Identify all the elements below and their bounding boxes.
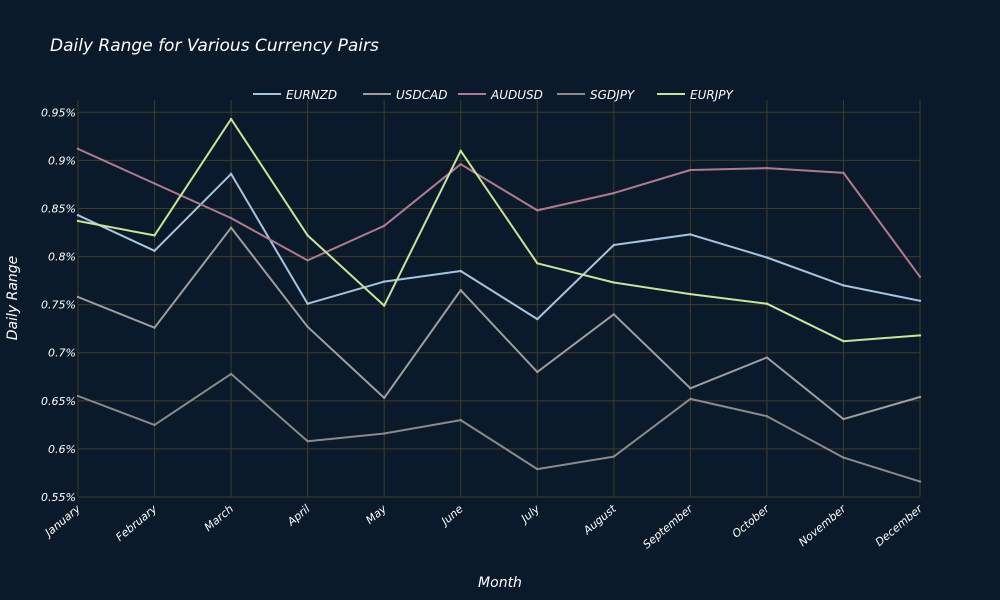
data-point-eurnzd[interactable] [153,249,156,252]
legend[interactable]: EURNZD USDCAD AUDUSD SGDJPY EURJPY [253,88,734,102]
data-point-eurnzd[interactable] [765,256,769,259]
legend-item-sgdjpy[interactable]: SGDJPY [557,88,636,102]
y-axis-ticks: 0.55% 0.6% 0.65% 0.7% 0.75% 0.8% 0.85% 0.9% 0.95… [41,106,76,504]
legend-item-eurjpy[interactable]: EURJPY [657,88,734,102]
data-point-sgdjpy[interactable] [459,418,462,422]
data-point-sgdjpy[interactable] [689,397,692,401]
legend-item-eurnzd[interactable]: EURNZD [253,88,337,102]
y-tick-label: 0.65% [41,395,76,408]
data-point-sgdjpy[interactable] [153,423,156,427]
legend-label: AUDUSD [490,88,543,102]
data-point-usdcad[interactable] [918,395,922,399]
y-tick-label: 0.9% [48,154,76,167]
data-point-eurnzd[interactable] [306,302,309,305]
legend-item-audusd[interactable]: AUDUSD [458,88,543,102]
data-point-sgdjpy[interactable] [765,415,769,418]
data-point-eurnzd[interactable] [842,284,845,287]
data-point-eurnzd[interactable] [229,172,233,176]
data-point-eurjpy[interactable] [842,340,845,343]
data-point-eurnzd[interactable] [612,243,616,247]
data-point-eurjpy[interactable] [765,302,769,305]
data-point-sgdjpy[interactable] [382,432,386,435]
data-point-audusd[interactable] [842,171,845,175]
data-point-usdcad[interactable] [382,396,386,400]
y-tick-label: 0.6% [48,443,76,456]
data-point-eurjpy[interactable] [76,219,80,223]
data-point-eurjpy[interactable] [306,234,309,237]
data-point-audusd[interactable] [306,259,309,262]
legend-item-usdcad[interactable]: USDCAD [363,88,447,102]
data-point-eurnzd[interactable] [382,280,386,283]
data-point-eurjpy[interactable] [153,234,156,237]
data-point-audusd[interactable] [153,182,156,185]
legend-label: EURNZD [286,88,337,102]
data-point-usdcad[interactable] [153,326,156,329]
y-tick-label: 0.8% [48,251,76,264]
data-point-eurnzd[interactable] [536,317,539,321]
data-point-sgdjpy[interactable] [76,394,80,398]
data-point-audusd[interactable] [76,147,80,151]
data-point-sgdjpy[interactable] [306,440,309,443]
data-point-usdcad[interactable] [229,226,233,229]
data-point-usdcad[interactable] [459,289,462,292]
data-point-sgdjpy[interactable] [918,480,922,483]
x-axis-title: Month [478,575,522,591]
data-point-audusd[interactable] [459,163,462,166]
y-axis-title: Daily Range [5,256,21,341]
data-point-audusd[interactable] [689,168,692,172]
legend-label: EURJPY [690,88,734,102]
series-lines[interactable] [76,117,922,483]
series-line-sgdjpy[interactable] [77,372,921,483]
data-point-usdcad[interactable] [689,387,692,390]
data-point-audusd[interactable] [918,275,922,278]
series-line-usdcad[interactable] [77,226,921,421]
data-point-eurjpy[interactable] [612,281,616,284]
data-point-sgdjpy[interactable] [612,455,616,458]
data-point-eurjpy[interactable] [536,262,539,265]
data-point-eurnzd[interactable] [76,214,80,217]
data-point-usdcad[interactable] [76,295,80,299]
series-line-eurjpy[interactable] [77,118,921,343]
y-tick-label: 0.55% [41,491,76,504]
series-line-audusd[interactable] [77,147,921,278]
data-point-audusd[interactable] [382,224,386,227]
data-point-sgdjpy[interactable] [229,372,233,376]
chart-title: Daily Range for Various Currency Pairs [50,36,379,56]
data-point-usdcad[interactable] [842,417,845,421]
y-tick-label: 0.75% [41,299,76,312]
data-point-eurjpy[interactable] [382,304,386,307]
data-point-sgdjpy[interactable] [536,467,539,471]
data-point-usdcad[interactable] [612,313,616,316]
data-point-audusd[interactable] [536,209,539,212]
y-tick-label: 0.95% [41,106,76,119]
y-tick-label: 0.7% [48,347,76,360]
data-point-usdcad[interactable] [306,325,309,328]
data-point-eurjpy[interactable] [689,292,692,296]
legend-label: SGDJPY [590,88,636,102]
x-gridlines [77,100,921,497]
data-point-audusd[interactable] [612,191,616,195]
data-point-usdcad[interactable] [765,356,769,359]
data-point-audusd[interactable] [229,216,233,220]
data-point-usdcad[interactable] [536,370,539,374]
legend-label: USDCAD [396,88,447,102]
data-point-audusd[interactable] [765,166,769,170]
data-point-eurnzd[interactable] [459,269,462,273]
series-line-eurnzd[interactable] [77,172,921,321]
y-tick-label: 0.85% [41,202,76,215]
data-point-eurjpy[interactable] [459,149,462,152]
data-point-eurjpy[interactable] [918,334,922,337]
data-point-sgdjpy[interactable] [842,456,845,459]
data-point-eurnzd[interactable] [689,233,692,236]
data-point-eurjpy[interactable] [229,117,233,121]
data-point-eurnzd[interactable] [918,299,922,303]
